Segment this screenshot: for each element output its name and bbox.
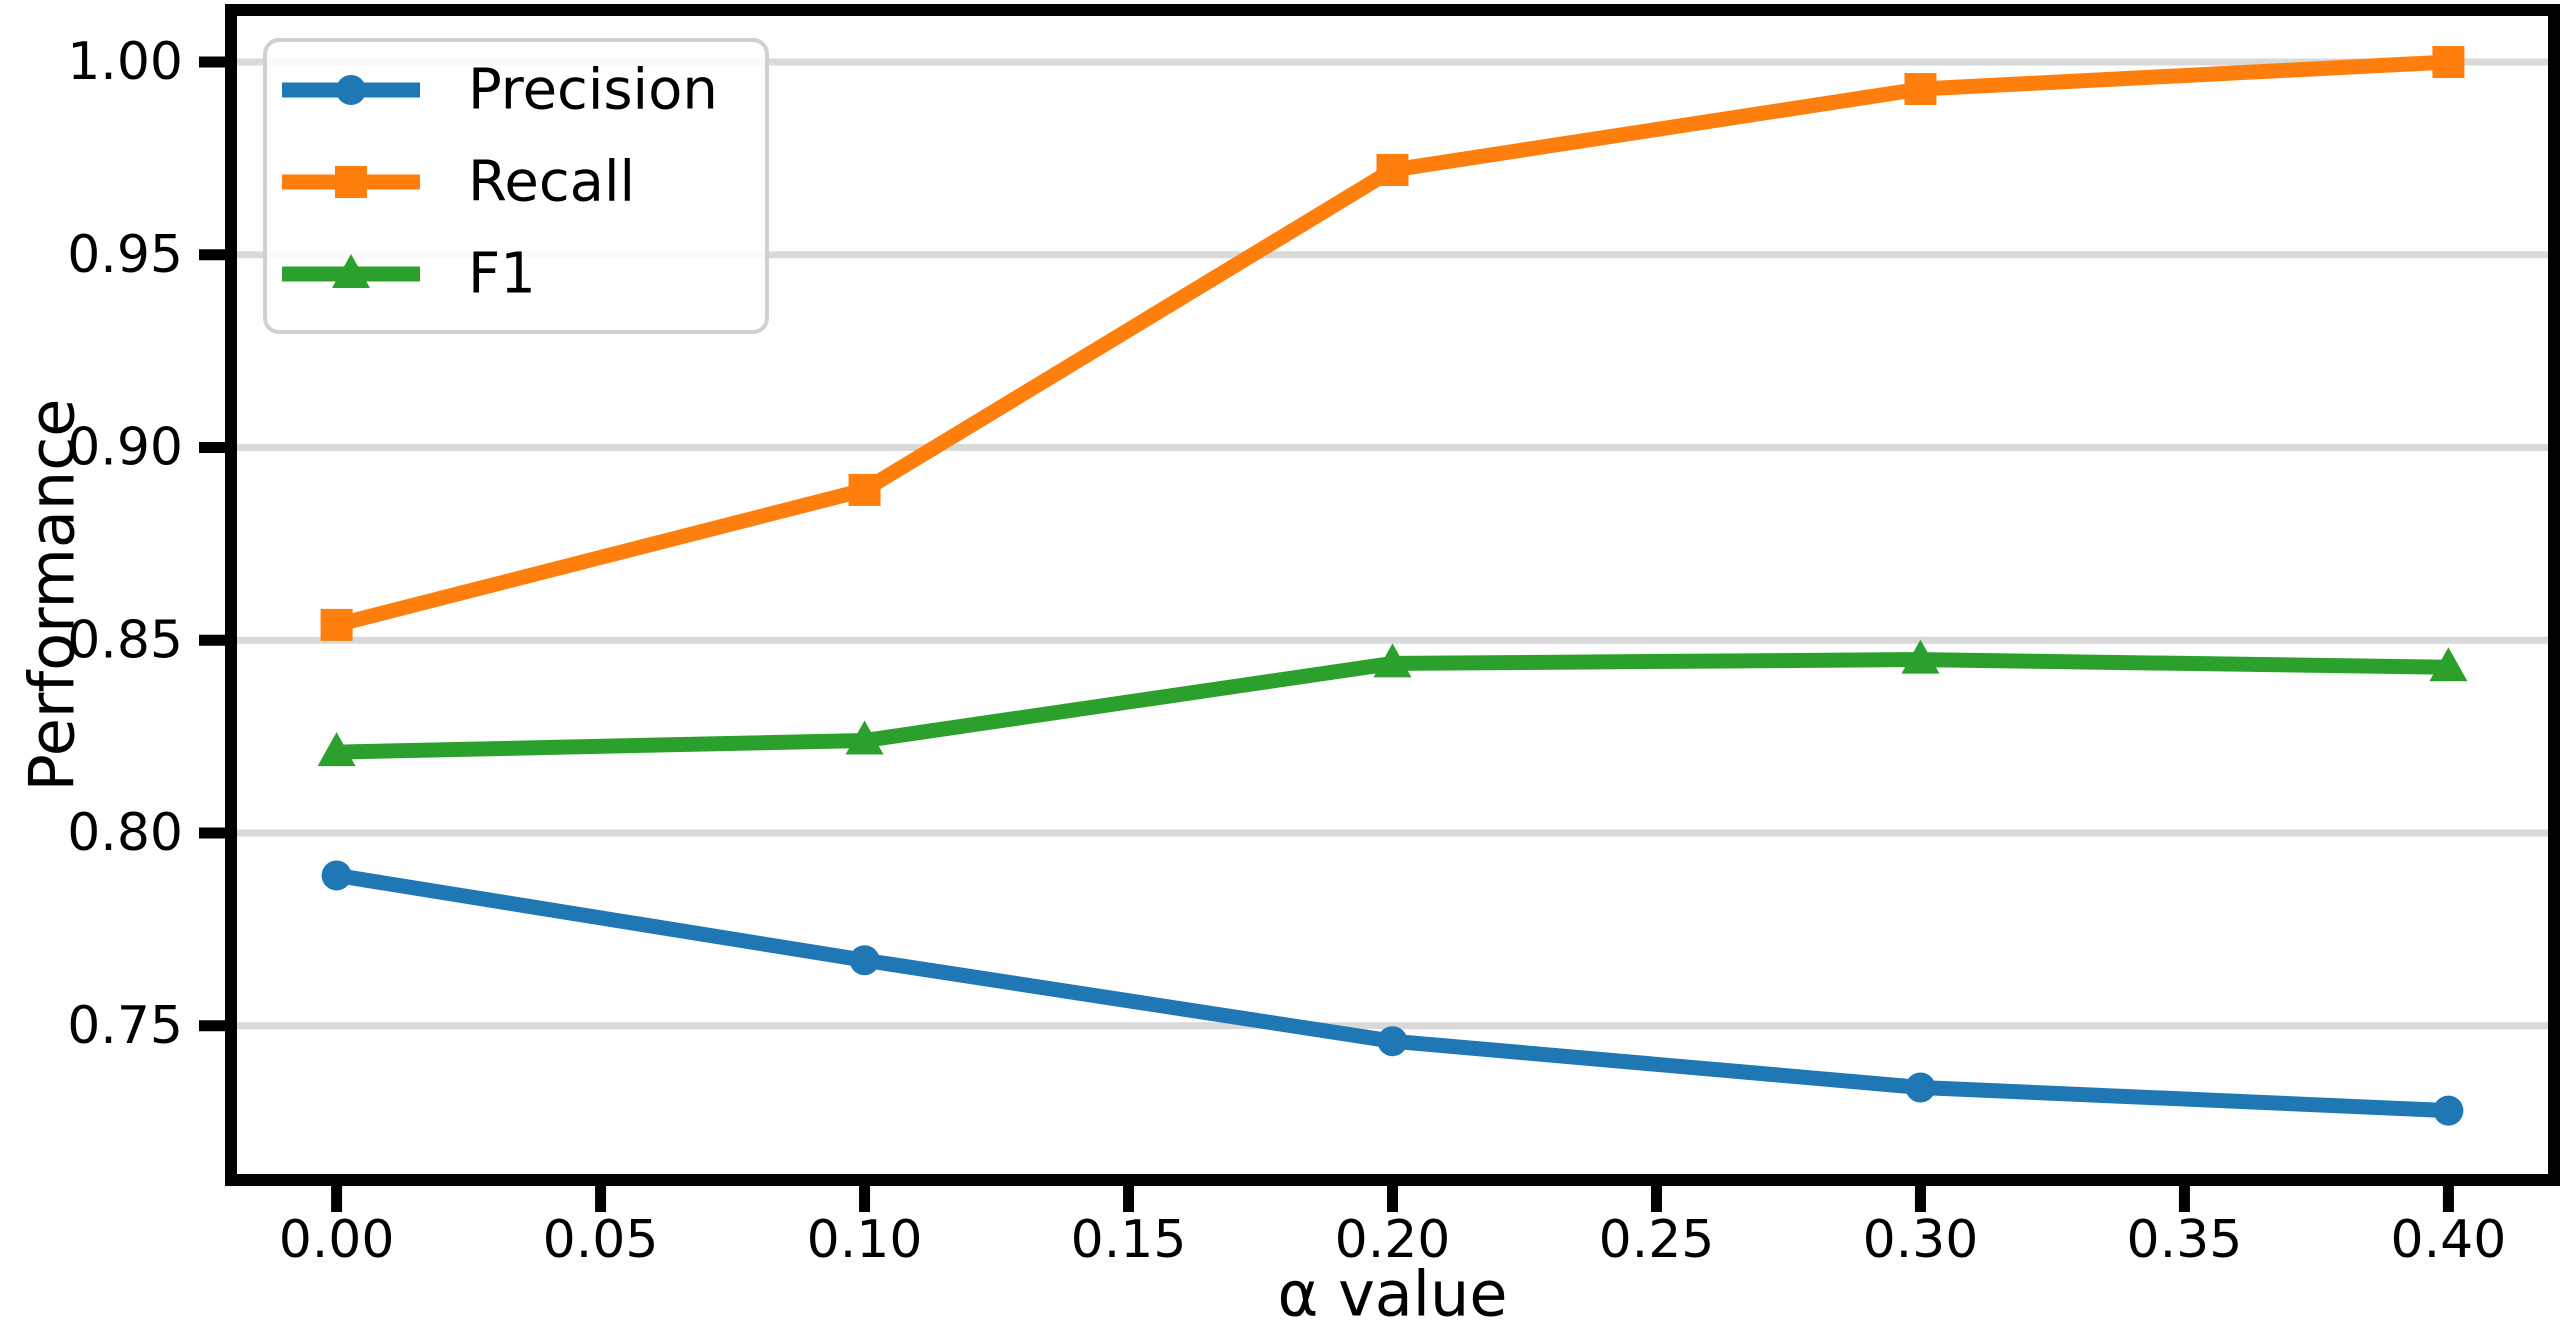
series-f1 (317, 639, 2468, 767)
y-tick-label: 0.95 (67, 225, 183, 285)
x-tick-label: 0.00 (279, 1210, 395, 1270)
x-tick-label: 0.10 (807, 1210, 923, 1270)
recall-marker (320, 608, 353, 641)
y-axis-title: Performance (16, 399, 89, 792)
recall-marker (335, 166, 367, 198)
f1-marker (317, 732, 356, 767)
f1-marker (332, 254, 370, 288)
y-axis: 0.75 0.80 0.85 0.90 0.95 1.00 (67, 32, 225, 1056)
legend-box (263, 38, 769, 334)
series-precision (321, 860, 2464, 1126)
precision-marker (336, 75, 366, 105)
precision-marker (849, 945, 880, 976)
x-tick-label: 0.30 (1863, 1210, 1979, 1270)
recall-marker (1376, 153, 1409, 186)
recall-marker (1904, 73, 1937, 106)
recall-marker (848, 473, 881, 506)
legend-label: F1 (468, 242, 536, 307)
f1-marker (1373, 643, 1412, 678)
legend-label: Recall (468, 150, 635, 215)
f1-marker (1901, 639, 1940, 674)
legend-item-f1: F1 (282, 242, 536, 307)
legend: Precision Recall F1 (263, 38, 769, 334)
legend-item-precision: Precision (282, 58, 718, 123)
x-axis-title: α value (1278, 1258, 1508, 1331)
precision-marker (2433, 1095, 2464, 1126)
precision-marker (1377, 1026, 1408, 1057)
precision-marker (1905, 1072, 1936, 1103)
legend-item-recall: Recall (282, 150, 635, 215)
y-tick-label: 0.75 (67, 996, 183, 1056)
x-tick-label: 0.15 (1071, 1210, 1187, 1270)
y-tick-label: 0.80 (67, 803, 183, 863)
x-tick-label: 0.35 (2127, 1210, 2243, 1270)
precision-marker (321, 860, 352, 891)
plot-area (317, 46, 2468, 1126)
x-axis: 0.00 0.05 0.10 0.15 0.20 0.25 0.30 0.35 0.40 (279, 1186, 2507, 1270)
series-recall (320, 46, 2465, 641)
f1-marker (2429, 647, 2468, 682)
y-tick-label: 0.85 (67, 610, 183, 670)
x-tick-label: 0.05 (543, 1210, 659, 1270)
x-tick-label: 0.20 (1335, 1210, 1451, 1270)
x-tick-label: 0.40 (2391, 1210, 2507, 1270)
gridlines (231, 58, 2554, 1030)
recall-marker (2432, 46, 2465, 79)
y-tick-label: 1.00 (67, 32, 183, 92)
legend-label: Precision (468, 58, 718, 123)
f1-marker (845, 720, 884, 755)
axes-frame (225, 4, 2560, 1186)
y-tick-label: 0.90 (67, 418, 183, 478)
x-tick-label: 0.25 (1599, 1210, 1715, 1270)
